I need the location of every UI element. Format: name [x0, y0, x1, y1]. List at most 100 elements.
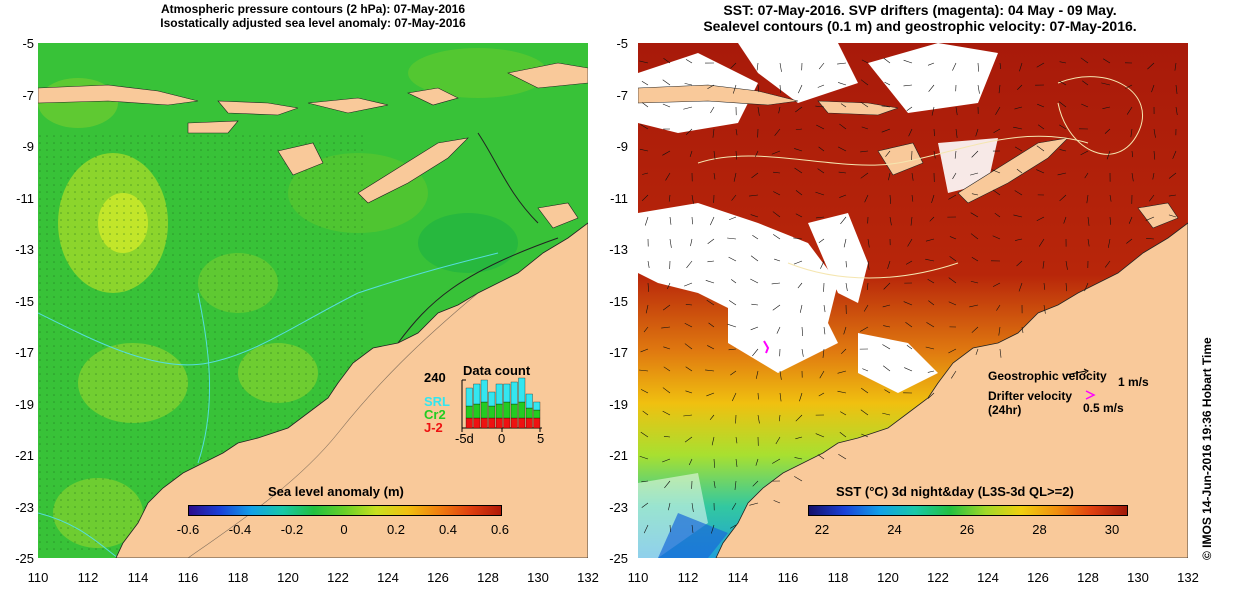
- velocity-arrow: [706, 299, 715, 306]
- velocity-arrow: [663, 346, 671, 350]
- left-y-tick-8: -21: [15, 448, 34, 463]
- velocity-arrow: [711, 436, 715, 446]
- velocity-arrow: [991, 169, 1001, 174]
- velocity-arrow: [663, 366, 671, 372]
- velocity-arrow: [734, 480, 737, 490]
- velocity-arrow: [815, 433, 825, 438]
- left-y-tick-2: -9: [22, 139, 34, 154]
- left-y-tick-1: -7: [22, 87, 34, 103]
- right-y-tick-10: -25: [609, 551, 628, 566]
- velocity-arrow: [684, 343, 693, 350]
- velocity-arrow: [778, 414, 781, 422]
- data-count-bar: [510, 403, 518, 419]
- velocity-arrow: [795, 436, 803, 440]
- velocity-arrow: [1175, 84, 1178, 94]
- velocity-arrow: [863, 304, 869, 312]
- velocity-arrow: [819, 370, 825, 379]
- velocity-arrow: [795, 128, 803, 131]
- velocity-arrow: [644, 216, 649, 226]
- sla-cbar-tick-6: 0.6: [490, 522, 510, 537]
- left-x-tick-8: 126: [427, 570, 449, 585]
- velocity-arrow: [684, 282, 693, 287]
- velocity-arrow: [882, 304, 891, 308]
- dc-xtick-1: -5d: [455, 431, 474, 446]
- left-title-line2: Isostatically adjusted sea level anomaly…: [160, 16, 466, 30]
- velocity-arrow: [1057, 172, 1067, 176]
- data-count-bar: [495, 403, 503, 419]
- velocity-arrow: [1125, 84, 1133, 89]
- velocity-arrow: [772, 211, 781, 218]
- velocity-arrow: [817, 168, 825, 174]
- velocity-arrow: [1016, 168, 1023, 174]
- velocity-arrow: [950, 370, 957, 379]
- velocity-arrow: [731, 279, 737, 284]
- data-count-bar: [510, 381, 518, 405]
- velocity-arrow: [839, 431, 847, 438]
- velocity-arrow: [883, 365, 891, 372]
- velocity-arrow: [1086, 194, 1089, 204]
- velocity-arrow: [1147, 62, 1155, 70]
- sla-colorbar: [188, 505, 502, 516]
- velocity-arrow: [794, 457, 803, 460]
- velocity-arrow: [733, 172, 737, 182]
- left-x-tick-1: 112: [77, 570, 99, 585]
- velocity-arrow: [662, 150, 671, 156]
- right-y-tick-6: -17: [609, 345, 628, 360]
- velocity-arrow: [994, 212, 1001, 218]
- right-x-tick-5: 120: [877, 570, 899, 585]
- velocity-arrow: [1109, 194, 1112, 202]
- velocity-arrow: [691, 216, 693, 225]
- velocity-arrow: [1168, 172, 1177, 179]
- left-x-tick-11: 132: [577, 570, 599, 585]
- velocity-arrow: [837, 146, 847, 152]
- velocity-arrow: [823, 304, 826, 313]
- velocity-arrow: [772, 458, 781, 464]
- velocity-arrow: [817, 454, 825, 460]
- velocity-arrow: [928, 300, 935, 306]
- velocity-arrow: [732, 84, 737, 94]
- velocity-arrow: [1036, 216, 1045, 222]
- velocity-arrow: [640, 348, 649, 353]
- velocity-arrow: [1106, 150, 1111, 160]
- geostrophic-velocity-label: Geostrophic velocity: [988, 369, 1107, 383]
- velocity-arrow: [707, 260, 715, 263]
- velocity-arrow: [662, 410, 671, 416]
- velocity-arrow: [683, 106, 693, 110]
- velocity-arrow: [903, 84, 913, 87]
- right-title-line2: Sealevel contours (0.1 m) and geostrophi…: [703, 18, 1137, 34]
- velocity-arrow: [1175, 106, 1178, 116]
- velocity-arrow: [779, 370, 782, 380]
- sst-cbar-tick-0: 22: [814, 522, 830, 537]
- velocity-arrow: [1126, 106, 1133, 115]
- right-x-tick-10: 130: [1127, 570, 1149, 585]
- velocity-arrow: [794, 476, 803, 482]
- sst-cbar-tick-1: 24: [887, 522, 902, 537]
- left-y-tick-5: -15: [15, 293, 34, 309]
- velocity-arrow: [730, 524, 737, 529]
- velocity-arrow: [711, 524, 715, 534]
- velocity-arrow: [757, 84, 760, 93]
- sla-cbar-tick-5: 0.4: [438, 522, 458, 537]
- velocity-arrow: [925, 258, 935, 262]
- velocity-arrow: [1063, 216, 1067, 224]
- velocity-arrow: [992, 235, 1001, 240]
- velocity-arrow: [1153, 150, 1156, 160]
- velocity-arrow: [931, 194, 935, 203]
- velocity-arrow: [948, 194, 957, 200]
- right-x-tick-1: 112: [677, 570, 699, 585]
- data-count-bar: [518, 417, 526, 429]
- velocity-arrow: [727, 237, 737, 240]
- velocity-arrow: [1015, 238, 1023, 241]
- velocity-arrow: [728, 348, 737, 351]
- right-x-tick-9: 128: [1077, 570, 1099, 585]
- velocity-arrow: [860, 172, 869, 179]
- data-count-bar: [473, 417, 481, 429]
- velocity-arrow: [772, 304, 781, 311]
- velocity-arrow: [843, 326, 847, 335]
- velocity-arrow: [1084, 282, 1089, 292]
- left-x-tick-3: 116: [177, 570, 199, 585]
- left-x-tick-6: 122: [327, 570, 349, 585]
- velocity-arrow: [866, 282, 869, 290]
- data-count-bar: [480, 401, 488, 419]
- velocity-arrow: [779, 84, 781, 93]
